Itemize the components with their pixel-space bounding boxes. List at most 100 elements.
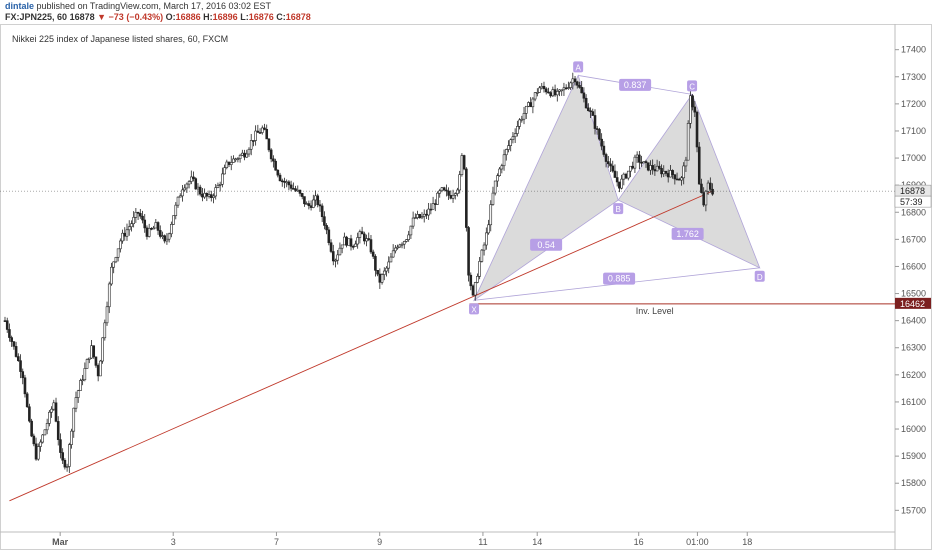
candle-body (664, 170, 668, 174)
candle-body (660, 168, 663, 175)
candle-body (631, 165, 635, 169)
candle-body (615, 177, 619, 183)
candle-body (76, 390, 80, 398)
candle-body (589, 110, 592, 113)
candle-body (456, 189, 459, 194)
candle-body (516, 126, 519, 134)
candle-body (542, 85, 546, 90)
candle-body (141, 215, 144, 221)
candle-body (176, 196, 180, 206)
candle-body (158, 230, 162, 237)
candle-body (185, 183, 189, 189)
pattern-ratio-badge[interactable] (603, 272, 636, 285)
harmonic-triangle-bcd[interactable] (617, 93, 761, 269)
trendline[interactable] (9, 190, 713, 502)
high-label: H: (203, 12, 213, 22)
candle-body (673, 174, 677, 180)
candle-body (549, 92, 552, 97)
candle-body (562, 87, 566, 91)
countdown-tag-label: 57:39 (900, 197, 923, 207)
open-value: 16886 (175, 12, 201, 22)
candle-body (682, 165, 686, 179)
candle-body (493, 180, 497, 194)
candle-body (272, 158, 275, 162)
candle-body (640, 162, 643, 164)
candle-body (433, 203, 437, 205)
candle-body (249, 140, 253, 150)
candle-body (59, 439, 62, 453)
candle-body (607, 161, 610, 165)
candle-body (418, 214, 422, 219)
candle-body (533, 92, 537, 100)
candle-body (300, 193, 304, 197)
candle-body (538, 87, 541, 93)
pattern-point-badge[interactable] (573, 61, 584, 73)
candle-body (8, 329, 11, 338)
candle-body (476, 275, 479, 283)
candle-body (704, 190, 708, 206)
candle-body (74, 397, 78, 409)
pattern-ratio-badge[interactable] (671, 227, 704, 240)
candle-body (5, 320, 9, 330)
candle-body (325, 225, 328, 231)
candle-body (134, 211, 138, 218)
candle-body (218, 184, 222, 186)
candle-body (234, 158, 237, 161)
candle-body (697, 146, 701, 185)
candle-body (156, 222, 160, 231)
candle-body (376, 269, 379, 275)
candle-body (564, 87, 568, 90)
y-tick-label: 15800 (901, 478, 926, 488)
candle-body (414, 217, 417, 219)
pattern-ratio-label: 0.54 (537, 240, 555, 250)
candle-body (531, 98, 535, 108)
candle-body (458, 174, 461, 191)
candle-body (201, 193, 204, 198)
candle-body (70, 430, 73, 445)
author-link[interactable]: dintale (5, 1, 35, 11)
candle-body (642, 161, 646, 164)
candle-body (252, 140, 255, 142)
pattern-point-badge[interactable] (687, 80, 698, 92)
candle-body (498, 168, 501, 176)
candle-body (662, 170, 666, 175)
candle-body (307, 203, 311, 207)
candle-body (575, 81, 579, 86)
candle-body (265, 129, 269, 140)
candle-body (174, 204, 178, 216)
pattern-ratio-badge[interactable] (619, 78, 652, 91)
pattern-point-badge[interactable] (613, 203, 624, 215)
candle-body (360, 231, 364, 235)
pattern-ratio-badge[interactable] (530, 238, 563, 251)
candle-body (343, 236, 346, 246)
pattern-point-badge[interactable] (469, 303, 480, 315)
candle-body (294, 188, 297, 191)
published-text: published on TradingView.com, March 17, … (36, 1, 272, 11)
candle-body (387, 261, 391, 269)
candle-body (312, 199, 315, 208)
candle-body (633, 156, 637, 169)
candle-body (695, 111, 699, 148)
candle-body (150, 228, 153, 230)
candle-body (183, 187, 186, 191)
candle-body (276, 169, 280, 176)
candle-body (289, 184, 293, 189)
x-tick-label: 18 (742, 537, 752, 547)
x-tick-label: 16 (634, 537, 644, 547)
inv-level-label: Inv. Level (636, 306, 674, 316)
pattern-point-badge[interactable] (754, 270, 765, 282)
candle-body (600, 138, 603, 147)
candle-body (263, 127, 266, 130)
candle-body (511, 136, 515, 141)
candle-body (45, 423, 49, 431)
candle-body (467, 227, 470, 276)
symbol-label: FX:JPN225, 60 (5, 12, 68, 22)
candle-body (143, 219, 147, 229)
candle-body (374, 256, 377, 271)
candle-body (14, 346, 18, 357)
price-chart[interactable]: 15700 15800 15900 16000 16100 16200 16300 16400… (0, 24, 932, 550)
candle-body (41, 434, 45, 443)
candle-body (85, 359, 89, 369)
candle-body (17, 356, 20, 361)
candle-body (618, 181, 621, 189)
